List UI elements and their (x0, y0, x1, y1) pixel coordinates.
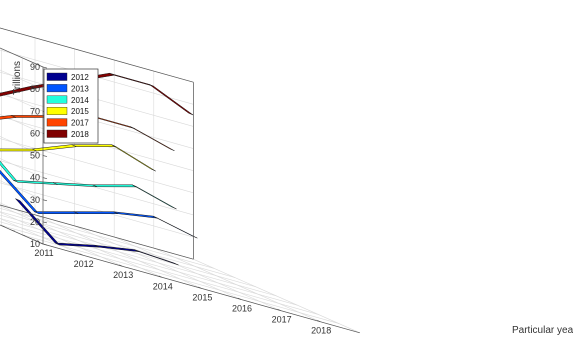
legend-label: 2018 (71, 130, 89, 139)
x-tick-label: 2017 (272, 315, 292, 325)
x-axis-label: Particular year (512, 325, 573, 336)
ribbon-segment (109, 72, 154, 87)
ribbon-segment (33, 211, 79, 214)
x-tick-label: 2016 (232, 304, 252, 314)
y-tick-label: 30 (30, 195, 40, 205)
ribbon-segment (152, 215, 198, 239)
legend-label: 2012 (71, 73, 89, 82)
y-tick-label: 50 (30, 151, 40, 161)
ribbon-segment (113, 211, 158, 219)
ribbon-series (0, 144, 156, 172)
legend: 2012 2013 2014 2015 2017 2018 (43, 68, 99, 144)
x-tick-label: 2012 (74, 259, 94, 269)
y-tick-label: 10 (30, 239, 40, 249)
ribbon-segment (111, 144, 156, 172)
ribbon-segment (92, 184, 138, 188)
ribbon-series (0, 160, 177, 210)
x-tick-label: 2014 (153, 281, 173, 291)
legend-swatch (46, 84, 68, 93)
ribbon-series (15, 198, 179, 266)
grid-layer (0, 27, 360, 334)
y-tick-label: 90 (30, 62, 40, 72)
ribbon-segment (133, 249, 179, 266)
y-tick-label: 40 (30, 173, 40, 183)
axis-layer: 1020304050607080902011201220132014201520… (0, 27, 360, 336)
ribbon-series (0, 169, 198, 239)
legend-swatch (46, 95, 68, 104)
ribbon-segment (129, 126, 175, 152)
legend-label: 2015 (71, 107, 89, 116)
ribbon-segment (71, 144, 117, 147)
y-tick-label: 20 (30, 217, 40, 227)
legend-swatch (46, 106, 68, 115)
legend-label: 2013 (71, 84, 89, 93)
legend-label: 2017 (71, 119, 89, 128)
y-axis-label: Trillions (12, 61, 23, 95)
ribbon-segment (52, 182, 98, 188)
legend-swatch (46, 72, 68, 81)
ribbon-segment (148, 84, 194, 116)
ribbon-segment (73, 211, 119, 214)
legend-swatch (46, 118, 68, 127)
legend-swatch (46, 129, 68, 138)
ribbon-layer (0, 72, 198, 266)
x-tick-label: 2011 (34, 248, 53, 258)
x-tick-label: 2015 (192, 292, 212, 302)
x-tick-label: 2013 (113, 270, 133, 280)
x-tick-label: 2018 (311, 326, 331, 336)
legend-label: 2014 (71, 96, 89, 105)
ribbon-segment (131, 184, 177, 210)
y-tick-label: 70 (30, 106, 40, 116)
y-tick-label: 60 (30, 128, 40, 138)
y-tick-label: 80 (30, 84, 40, 94)
